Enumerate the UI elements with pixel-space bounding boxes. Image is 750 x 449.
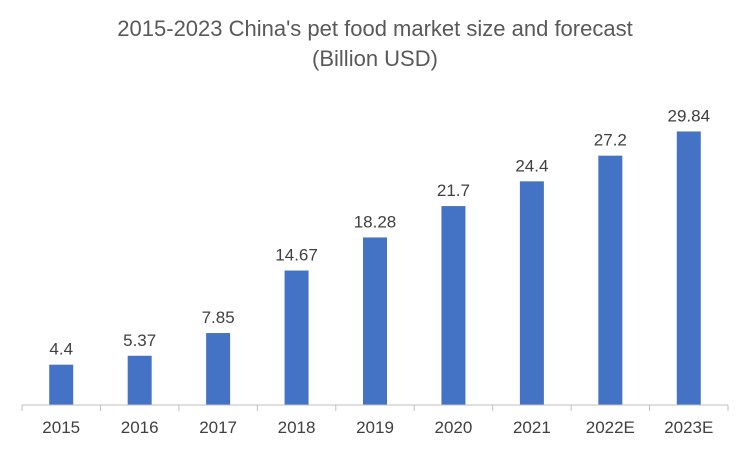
tick-label-2016: 2016 — [121, 418, 159, 437]
data-label-2022E: 27.2 — [594, 131, 627, 150]
data-label-2021: 24.4 — [515, 156, 548, 175]
bar-2022E — [598, 155, 623, 405]
bar-2020 — [441, 206, 466, 405]
data-label-2020: 21.7 — [437, 181, 470, 200]
bar-2017 — [206, 333, 231, 405]
tick-label-2023E: 2023E — [664, 418, 713, 437]
chart-title: 2015-2023 China's pet food market size a… — [117, 16, 633, 41]
bar-2023E — [676, 131, 701, 405]
tick-label-2015: 2015 — [42, 418, 80, 437]
x-axis — [21, 404, 729, 411]
bar-2015 — [49, 364, 74, 405]
data-label-2015: 4.4 — [49, 340, 73, 359]
data-labels: 4.4 5.37 7.85 14.67 18.28 21.7 24.4 27.2 29.84 — [49, 106, 710, 358]
tick-label-2020: 2020 — [435, 418, 473, 437]
data-label-2023E: 29.84 — [668, 106, 711, 125]
data-label-2019: 18.28 — [354, 212, 397, 231]
x-tick-labels: 2015 2016 2017 2018 2019 2020 2021 2022E 2023E — [42, 418, 713, 437]
tick-label-2019: 2019 — [356, 418, 394, 437]
bar-2019 — [363, 237, 387, 405]
tick-label-2022E: 2022E — [586, 418, 635, 437]
bar-2021 — [519, 181, 544, 405]
tick-label-2021: 2021 — [513, 418, 551, 437]
data-label-2016: 5.37 — [123, 331, 156, 350]
bar-series — [49, 131, 701, 405]
data-label-2017: 7.85 — [202, 308, 235, 327]
bar-2018 — [284, 270, 309, 405]
data-label-2018: 14.67 — [275, 246, 318, 265]
tick-label-2018: 2018 — [278, 418, 316, 437]
tick-label-2017: 2017 — [199, 418, 237, 437]
bar-2016 — [127, 355, 152, 405]
chart-subtitle: (Billion USD) — [312, 46, 438, 71]
